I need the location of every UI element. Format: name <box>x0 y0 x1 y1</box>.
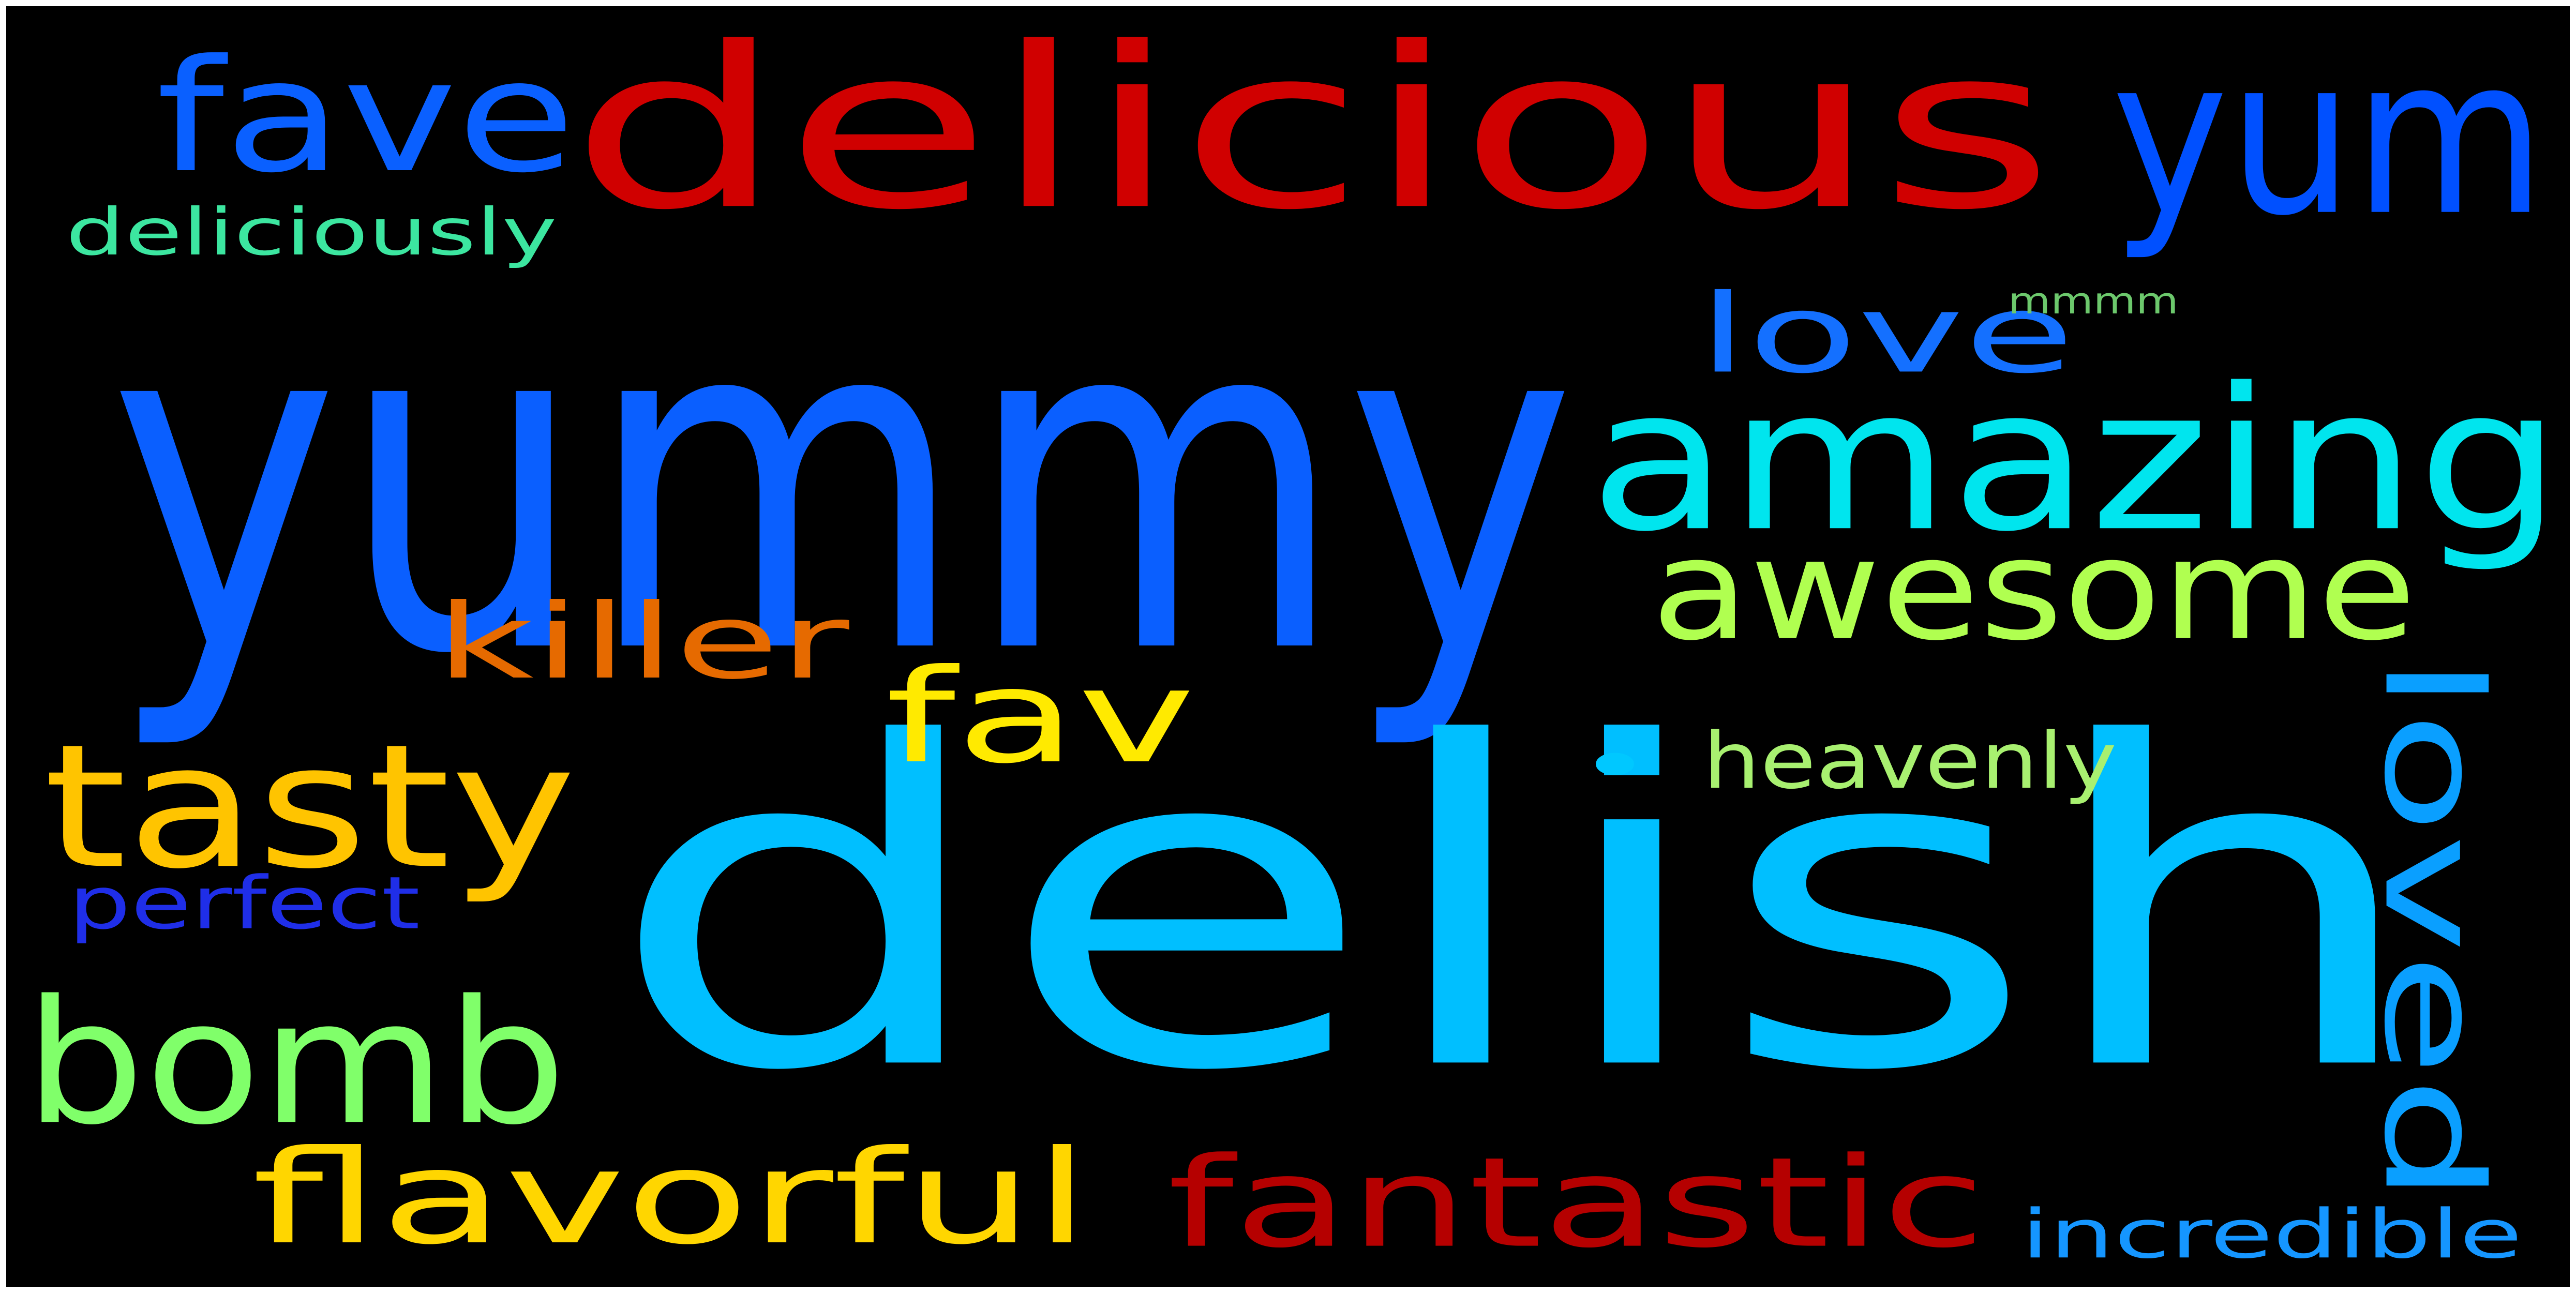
word-delicious: delicious <box>570 6 2055 260</box>
word-perfect: perfect <box>68 861 421 946</box>
word-tasty: tasty <box>43 707 576 907</box>
word-bomb: bomb <box>24 963 567 1163</box>
word-yum: yum <box>2111 10 2546 264</box>
word-amazing: amazing <box>1589 345 2562 576</box>
word-fav: fav <box>886 641 1195 792</box>
word-love: love <box>1698 270 2075 398</box>
word-fave: fave <box>156 26 576 207</box>
word-cloud: yummy delish delicious yum fave amazing … <box>6 6 2570 1287</box>
word-heavenly: heavenly <box>1703 715 2117 806</box>
word-mmmm: mmmm <box>2008 279 2179 322</box>
word-yummy: yummy <box>109 213 1576 757</box>
word-loved: loved <box>2354 655 2512 1204</box>
word-killer: killer <box>436 581 849 702</box>
word-flavorful: flavorful <box>252 1122 1090 1273</box>
word-deliciously: deliciously <box>66 194 557 270</box>
word-dot: • <box>1576 720 1654 811</box>
word-delish: delish <box>606 649 2428 1169</box>
word-incredible: incredible <box>2021 1195 2523 1274</box>
word-fantastic: fantastic <box>1167 1130 1986 1276</box>
word-awesome: awesome <box>1651 508 2417 672</box>
